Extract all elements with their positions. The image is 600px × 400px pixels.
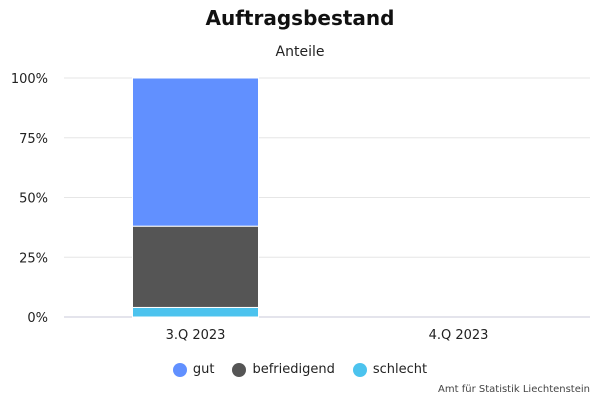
y-tick-label: 0% bbox=[27, 311, 48, 326]
chart-subtitle: Anteile bbox=[275, 44, 325, 60]
legend-label: gut bbox=[192, 362, 215, 377]
y-tick-label: 25% bbox=[19, 251, 48, 266]
legend-marker bbox=[232, 362, 247, 377]
bar-segment-gut[interactable] bbox=[132, 77, 259, 227]
legend-label: schlecht bbox=[372, 362, 428, 377]
bar-segment-befriedigend[interactable] bbox=[132, 225, 259, 308]
stacked-bar-chart: 0% 25% 50% 75% 100% 3.Q 2023 4.Q 2023 bbox=[11, 72, 590, 343]
x-tick-label: 4.Q 2023 bbox=[429, 328, 489, 343]
y-tick-label: 75% bbox=[19, 132, 48, 147]
chart-title: Auftragsbestand bbox=[205, 6, 395, 30]
legend-marker bbox=[352, 362, 367, 377]
y-tick-label: 100% bbox=[11, 72, 48, 87]
legend-item-befriedigend[interactable]: befriedigend bbox=[232, 362, 335, 377]
source-note: Amt für Statistik Liechtenstein bbox=[438, 384, 590, 395]
chart-legend: gut befriedigend schlecht bbox=[0, 362, 600, 377]
legend-label: befriedigend bbox=[252, 362, 335, 377]
bar-segment-schlecht[interactable] bbox=[132, 306, 259, 318]
legend-item-gut[interactable]: gut bbox=[172, 362, 215, 377]
x-tick-label: 3.Q 2023 bbox=[166, 328, 226, 343]
y-tick-label: 50% bbox=[19, 192, 48, 207]
legend-item-schlecht[interactable]: schlecht bbox=[352, 362, 428, 377]
legend-marker bbox=[172, 362, 187, 377]
